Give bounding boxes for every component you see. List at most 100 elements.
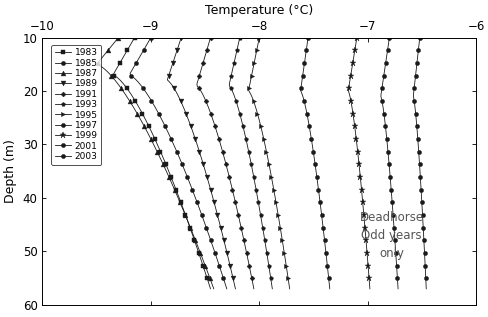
1993: [250, 175, 256, 179]
1993: [261, 234, 266, 238]
Line: 1993: 1993: [227, 36, 274, 291]
1993: [269, 287, 275, 291]
1999: [353, 36, 359, 40]
1989: [213, 209, 219, 213]
1983: [204, 278, 210, 282]
1985: [184, 175, 190, 179]
1987: [115, 36, 121, 40]
1995: [274, 209, 280, 213]
1993: [229, 88, 235, 92]
1991: [204, 103, 210, 107]
1985: [148, 36, 154, 40]
1983: [135, 103, 141, 107]
1989: [172, 88, 178, 92]
Line: 1991: 1991: [195, 36, 255, 291]
1987: [120, 88, 125, 92]
1999: [345, 88, 350, 92]
1995: [268, 175, 274, 179]
Line: 1995: 1995: [246, 36, 291, 291]
Line: 1989: 1989: [164, 35, 237, 291]
1997: [326, 287, 332, 291]
X-axis label: Temperature (°C): Temperature (°C): [205, 4, 313, 17]
1997: [318, 209, 324, 213]
1997: [305, 36, 310, 40]
1999: [362, 234, 368, 238]
1999: [348, 103, 354, 107]
1997: [297, 88, 303, 92]
1995: [278, 234, 284, 238]
1991: [240, 234, 245, 238]
1995: [256, 36, 262, 40]
1997: [325, 278, 331, 282]
2003: [422, 278, 428, 282]
1989: [232, 287, 238, 291]
1991: [250, 287, 256, 291]
1985: [151, 103, 157, 107]
2001: [394, 287, 400, 291]
1993: [256, 209, 262, 213]
1991: [226, 175, 232, 179]
1983: [190, 234, 196, 238]
1989: [220, 234, 225, 238]
1995: [286, 287, 292, 291]
1995: [251, 103, 257, 107]
Line: 1999: 1999: [345, 35, 372, 292]
Text: Deadhorse
Odd years
only: Deadhorse Odd years only: [359, 211, 423, 260]
1991: [207, 36, 213, 40]
1989: [178, 36, 184, 40]
1993: [236, 36, 242, 40]
1993: [267, 278, 273, 282]
1985: [142, 88, 147, 92]
2003: [420, 234, 426, 238]
Legend: 1983, 1985, 1987, 1989, 1991, 1993, 1995, 1997, 1999, 2001, 2003: 1983, 1985, 1987, 1989, 1991, 1993, 1995…: [51, 45, 101, 165]
2003: [416, 36, 422, 40]
1989: [203, 175, 209, 179]
Y-axis label: Depth (m): Depth (m): [4, 139, 17, 203]
2001: [378, 88, 384, 92]
Line: 1997: 1997: [298, 36, 331, 291]
1985: [221, 278, 226, 282]
Line: 1987: 1987: [95, 35, 216, 291]
1999: [360, 209, 366, 213]
Line: 2001: 2001: [378, 36, 399, 291]
1983: [168, 175, 174, 179]
1983: [131, 36, 137, 40]
1983: [207, 287, 213, 291]
1985: [206, 234, 212, 238]
1987: [190, 234, 196, 238]
1987: [180, 209, 186, 213]
2001: [386, 175, 392, 179]
1999: [366, 287, 372, 291]
1983: [125, 88, 131, 92]
1985: [224, 287, 229, 291]
Line: 2003: 2003: [410, 36, 427, 291]
1991: [234, 209, 240, 213]
1987: [165, 175, 171, 179]
1987: [210, 287, 216, 291]
2003: [410, 88, 416, 92]
1991: [197, 88, 203, 92]
Line: 1985: 1985: [128, 36, 228, 291]
1989: [179, 103, 185, 107]
2001: [394, 278, 400, 282]
1997: [321, 234, 326, 238]
1997: [302, 103, 307, 107]
1985: [197, 209, 203, 213]
2001: [379, 103, 385, 107]
1991: [249, 278, 255, 282]
1995: [245, 88, 251, 92]
Line: 1983: 1983: [111, 36, 212, 291]
1987: [207, 278, 213, 282]
2001: [386, 36, 391, 40]
2001: [389, 209, 395, 213]
2003: [411, 103, 417, 107]
1995: [285, 278, 291, 282]
1989: [230, 278, 236, 282]
1997: [313, 175, 319, 179]
2003: [423, 287, 428, 291]
2003: [419, 209, 425, 213]
1983: [181, 209, 186, 213]
2001: [391, 234, 397, 238]
2003: [417, 175, 423, 179]
1987: [129, 103, 135, 107]
